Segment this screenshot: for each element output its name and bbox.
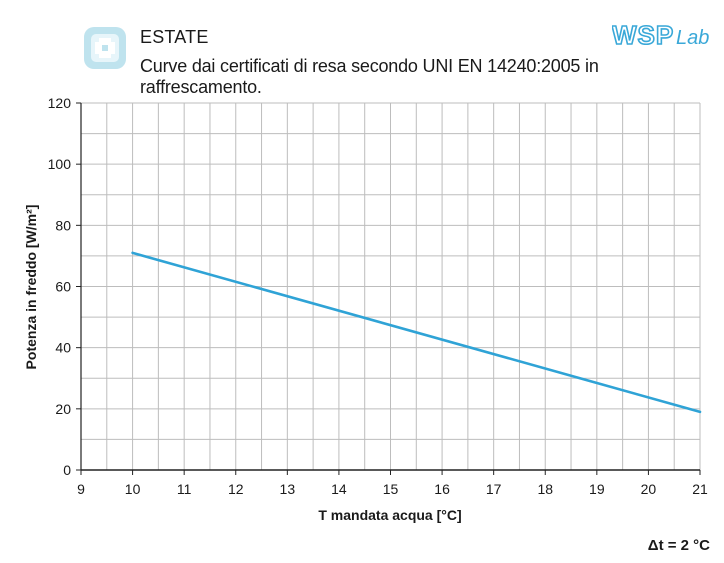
y-tick-label: 20: [55, 401, 71, 417]
x-tick-label: 21: [692, 481, 708, 497]
x-tick-label: 13: [280, 481, 296, 497]
x-tick-label: 15: [383, 481, 399, 497]
x-tick-label: 20: [641, 481, 657, 497]
x-tick-label: 10: [125, 481, 141, 497]
y-tick-label: 60: [55, 279, 71, 295]
x-tick-label: 11: [177, 481, 192, 497]
y-tick-label: 40: [55, 340, 71, 356]
brand-wsp: WSP: [612, 22, 674, 50]
y-tick-label: 120: [48, 95, 72, 111]
x-tick-label: 16: [434, 481, 450, 497]
page-subtitle: Curve dai certificati di resa secondo UN…: [140, 56, 599, 97]
brand-logo: WSP Lab: [612, 22, 709, 50]
x-tick-label: 19: [589, 481, 605, 497]
y-tick-label: 80: [55, 217, 71, 233]
chart-frame: [76, 102, 701, 475]
x-tick-label: 9: [77, 481, 85, 497]
brand-lab: Lab: [676, 27, 709, 49]
delta-t-note: Δt = 2 °C: [647, 537, 710, 554]
y-tick-label: 100: [48, 156, 72, 172]
chart-grid: [80, 102, 701, 471]
x-tick-label: 18: [537, 481, 553, 497]
x-tick-labels: 9 10 11 12 13 14 15 16 17 18 19 20 21: [77, 481, 708, 497]
x-tick-label: 12: [228, 481, 244, 497]
snowflake-tile-icon: [84, 27, 126, 69]
series-line-1: [131, 251, 702, 414]
y-tick-label: 0: [63, 462, 71, 478]
page-title: ESTATE: [140, 27, 209, 47]
x-axis-label: T mandata acqua [°C]: [318, 507, 461, 523]
y-axis-label: Potenza in freddo [W/m²]: [23, 205, 39, 370]
x-tick-label: 14: [331, 481, 347, 497]
header-icon: [82, 25, 128, 71]
chart-series: [131, 251, 702, 414]
x-tick-label: 17: [486, 481, 502, 497]
y-tick-labels: 0 20 40 60 80 100 120: [48, 95, 72, 478]
